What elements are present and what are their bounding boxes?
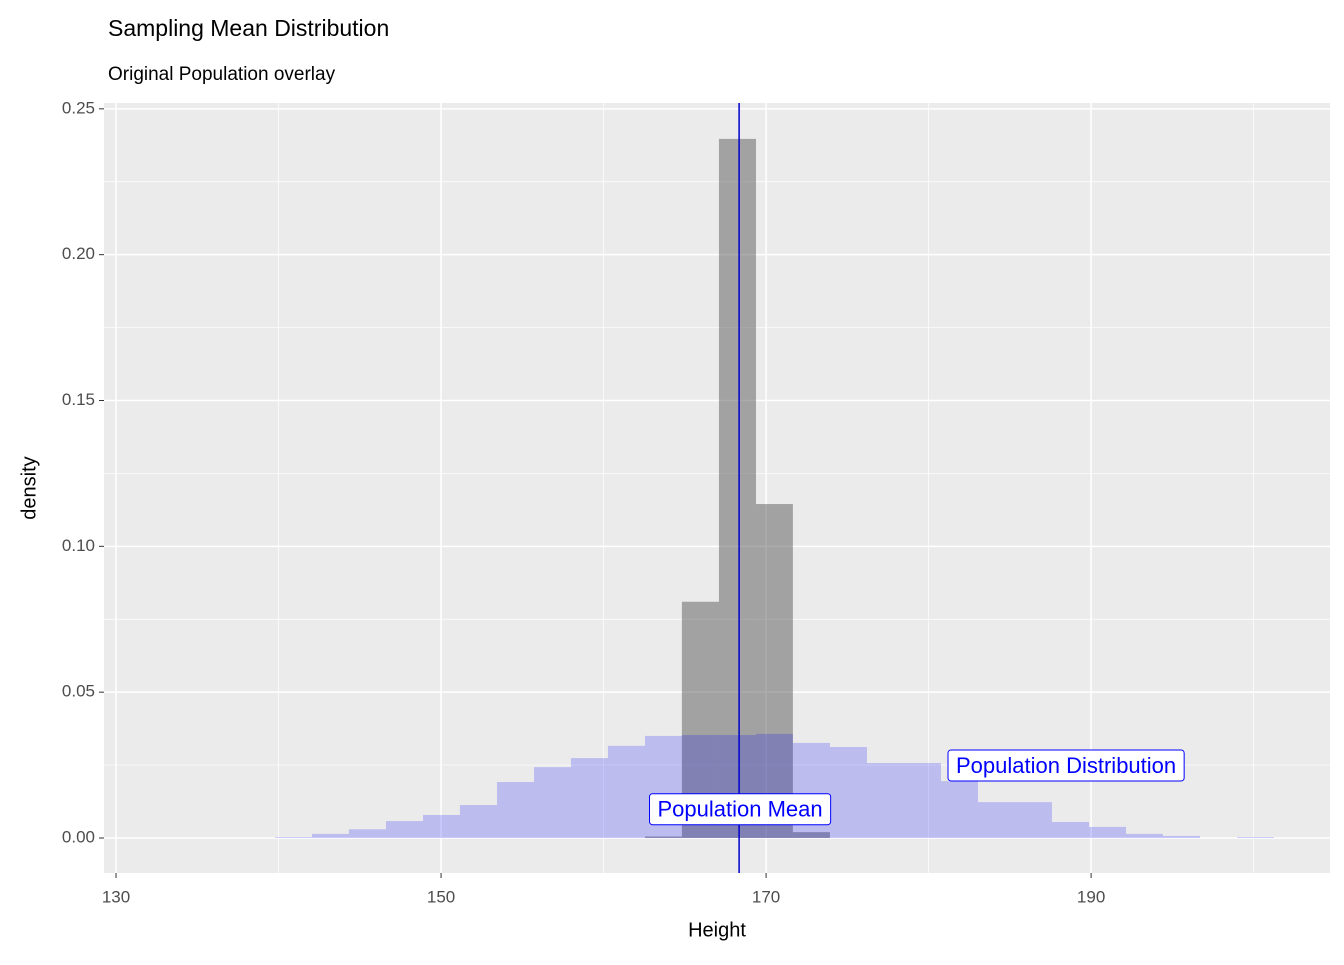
x-tick-label: 190: [1077, 887, 1105, 906]
y-tick-label: 0.05: [62, 682, 95, 701]
x-tick-label: 150: [427, 887, 455, 906]
y-tick-label: 0.20: [62, 244, 95, 263]
y-axis-title: density: [18, 456, 40, 519]
x-axis-title: Height: [688, 919, 746, 941]
histogram-bar: [904, 763, 941, 838]
chart-title: Sampling Mean Distribution: [108, 15, 389, 41]
histogram-bar: [423, 814, 460, 838]
histogram-bar: [645, 836, 682, 838]
histogram-bar: [977, 802, 1016, 838]
histogram-bar: [348, 829, 386, 838]
histogram-bar: [1126, 833, 1163, 838]
annotation-box: [649, 793, 832, 826]
histogram-bar: [496, 782, 535, 838]
histogram-bar: [274, 837, 313, 838]
histogram-bar: [312, 833, 349, 838]
x-tick-label: 170: [752, 887, 780, 906]
histogram-bar: [829, 747, 867, 838]
histogram-bar: [385, 821, 424, 838]
histogram-bar: [1088, 826, 1127, 838]
histogram-bar: [1051, 821, 1089, 838]
histogram-bar: [459, 805, 497, 838]
histogram-bar: [570, 758, 608, 838]
histogram-bar: [866, 763, 905, 838]
histogram-bar: [534, 767, 571, 838]
histogram-bar: [607, 745, 646, 838]
x-tick-label: 130: [102, 887, 130, 906]
histogram-bar: [792, 832, 830, 838]
histogram-bar: [1237, 837, 1274, 838]
y-tick-label: 0.00: [62, 827, 95, 846]
histogram-bar: [1162, 835, 1200, 838]
histogram-bar: [756, 504, 793, 838]
histogram-bar: [718, 138, 757, 838]
annotation-label: Population Mean: [658, 797, 823, 822]
y-tick-label: 0.25: [62, 98, 95, 117]
histogram-bar: [940, 781, 978, 838]
annotation-label: Population Distribution: [956, 753, 1176, 778]
y-tick-label: 0.15: [62, 390, 95, 409]
histogram-bar: [1015, 802, 1052, 838]
y-tick-label: 0.10: [62, 536, 95, 555]
chart-subtitle: Original Population overlay: [108, 64, 336, 85]
annotation-box: [947, 749, 1185, 782]
